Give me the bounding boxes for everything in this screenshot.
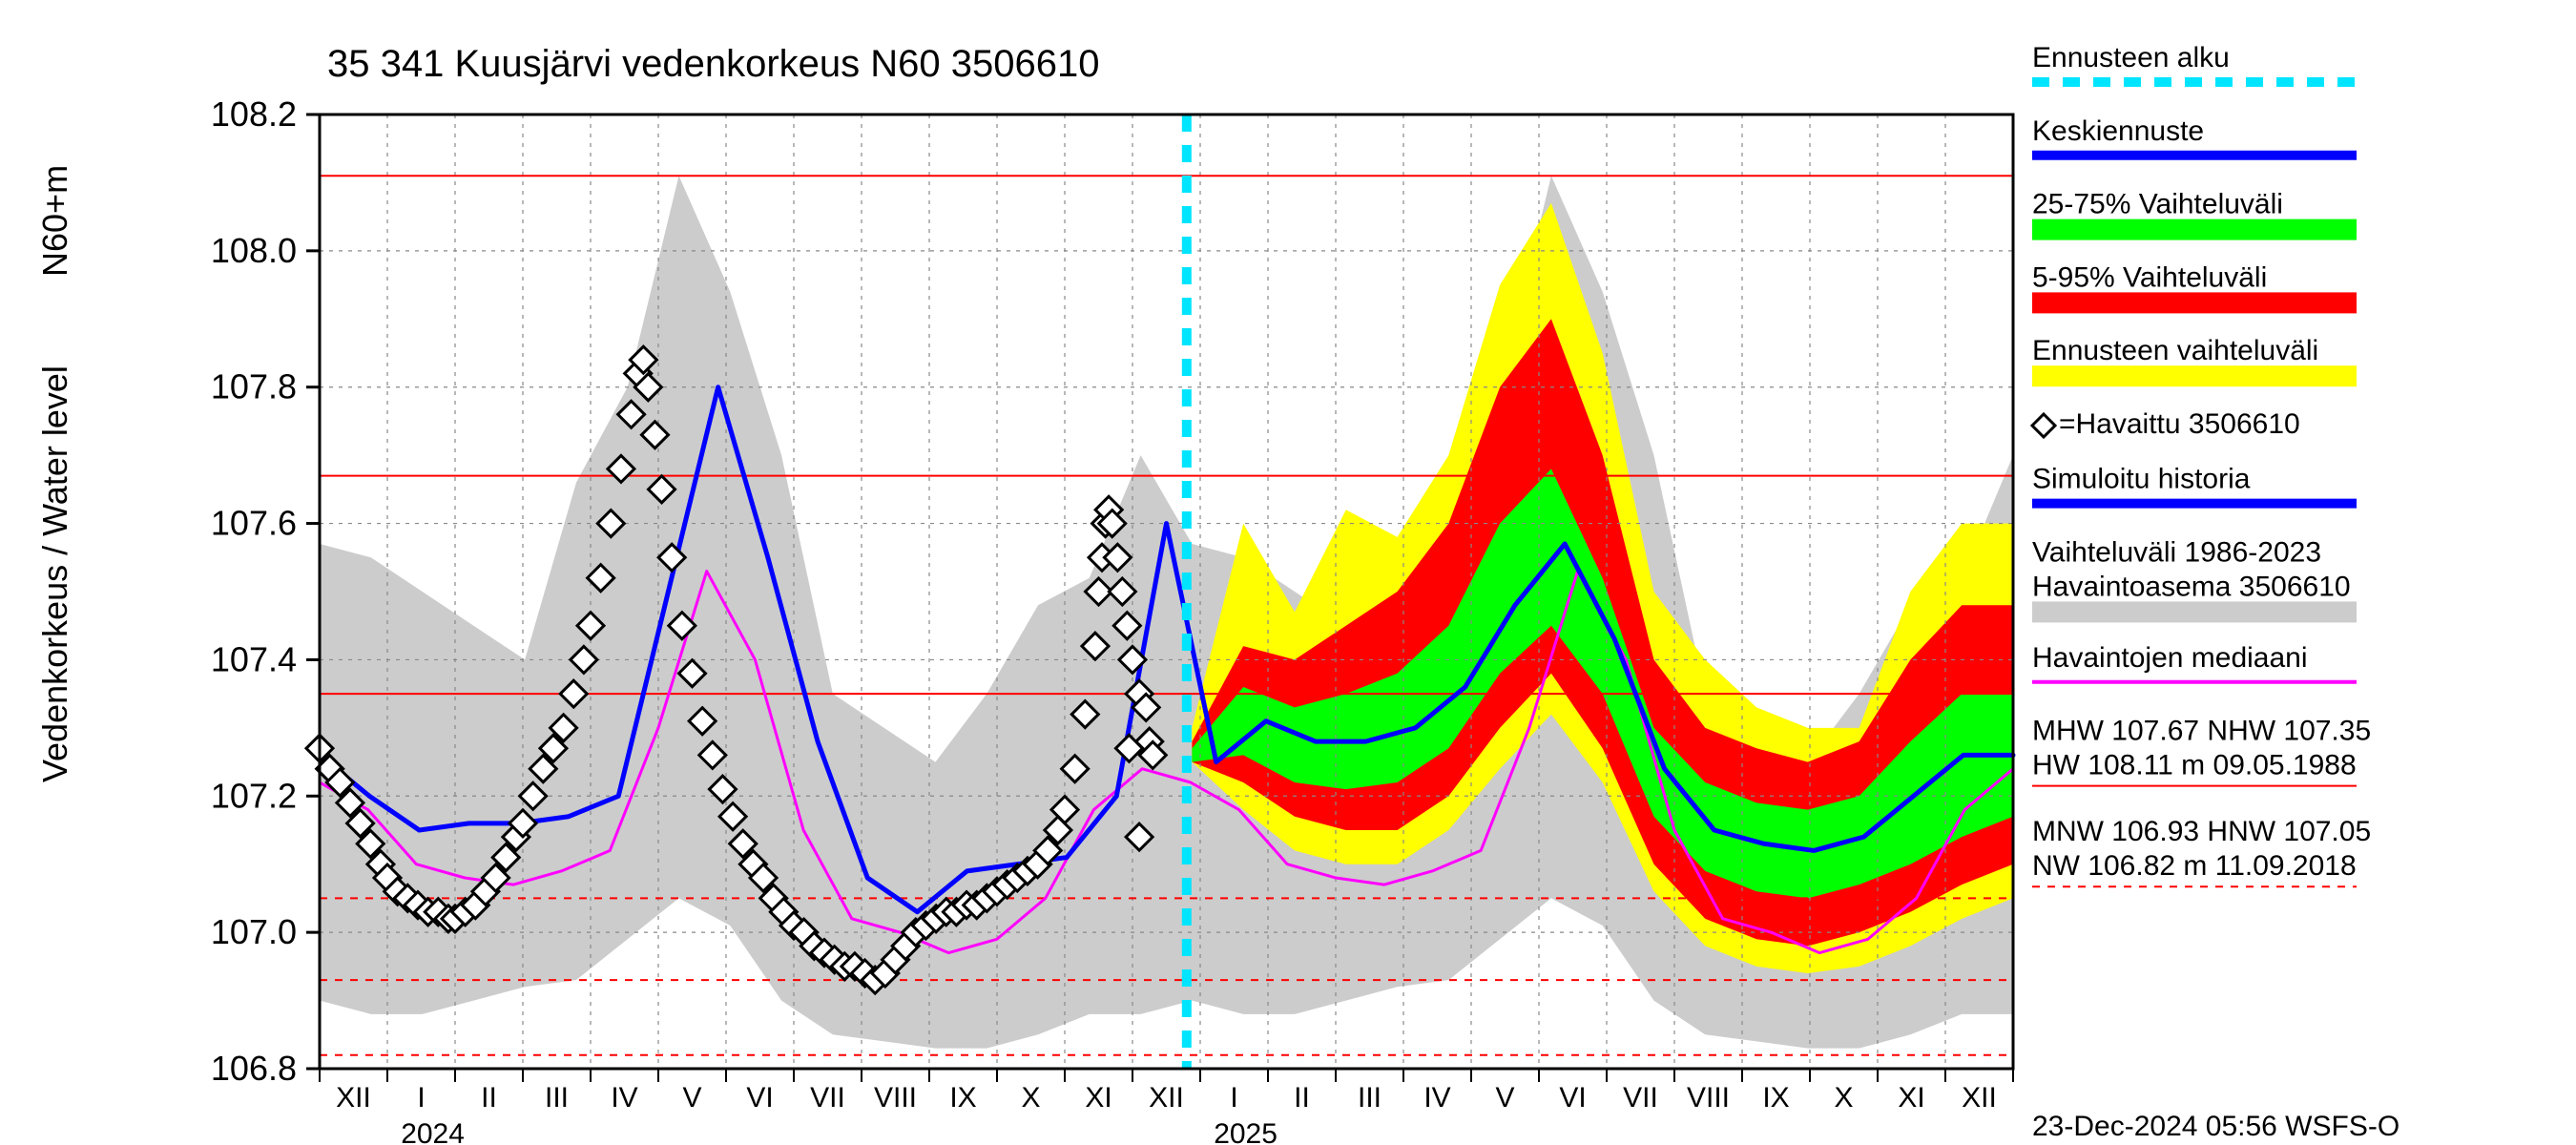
x-tick-label: IV	[1423, 1082, 1450, 1114]
x-tick-label: X	[1021, 1082, 1040, 1114]
x-tick-label: VII	[810, 1082, 845, 1114]
legend-swatch	[2032, 365, 2357, 386]
x-tick-label: IX	[949, 1082, 976, 1114]
legend-label: 5-95% Vaihteluväli	[2032, 261, 2267, 293]
legend-stat-label: MHW 107.67 NHW 107.35	[2032, 716, 2371, 747]
chart-title: 35 341 Kuusjärvi vedenkorkeus N60 350661…	[327, 43, 1099, 85]
x-tick-label: XI	[1898, 1082, 1924, 1114]
x-tick-label: V	[682, 1082, 701, 1114]
legend-label: Ennusteen vaihteluväli	[2032, 335, 2318, 366]
legend-swatch	[2032, 219, 2357, 240]
legend-swatch	[2032, 601, 2357, 622]
chart-svg: 106.8 107.0 107.2 107.4 107.6 107.8 108.0 108.2…	[0, 0, 2576, 1145]
x-tick-label: IV	[611, 1082, 637, 1114]
x-tick-label: XII	[336, 1082, 371, 1114]
x-tick-label: II	[481, 1082, 497, 1114]
footer-timestamp: 23-Dec-2024 05:56 WSFS-O	[2032, 1111, 2399, 1142]
y-axis-label: Vedenkorkeus / Water level	[35, 365, 74, 782]
x-tick-label: III	[545, 1082, 569, 1114]
x-tick-label: VI	[1559, 1082, 1586, 1114]
x-tick-label: X	[1834, 1082, 1853, 1114]
x-tick-label: V	[1495, 1082, 1514, 1114]
legend-label: Havaintoasema 3506610	[2032, 571, 2351, 602]
legend-label: Havaintojen mediaani	[2032, 642, 2308, 674]
y-tick-label: 107.8	[211, 367, 297, 406]
x-tick-label: XII	[1149, 1082, 1184, 1114]
legend-label: 25-75% Vaihteluväli	[2032, 189, 2283, 220]
x-tick-label: VIII	[874, 1082, 917, 1114]
y-axis-label-group: Vedenkorkeus / Water level N60+m	[35, 165, 74, 782]
water-level-forecast-chart: 106.8 107.0 107.2 107.4 107.6 107.8 108.0 108.2…	[0, 0, 2576, 1145]
x-tick-label: XII	[1962, 1082, 1997, 1114]
legend-stat-label: MNW 106.93 HNW 107.05	[2032, 816, 2371, 847]
x-tick-label: III	[1358, 1082, 1381, 1114]
x-year-label: 2025	[1214, 1118, 1278, 1145]
x-tick-label: II	[1294, 1082, 1310, 1114]
y-tick-label: 107.6	[211, 504, 297, 543]
legend-label: Keskiennuste	[2032, 115, 2204, 147]
legend-stat-label: HW 108.11 m 09.05.1988	[2032, 750, 2357, 781]
y-axis-unit: N60+m	[35, 165, 74, 277]
x-tick-label: XI	[1085, 1082, 1111, 1114]
x-year-label: 2024	[401, 1118, 465, 1145]
x-tick-label: VII	[1623, 1082, 1658, 1114]
y-tick-label: 106.8	[211, 1049, 297, 1088]
legend-diamond-icon	[2032, 414, 2055, 437]
legend-label: Ennusteen alku	[2032, 42, 2230, 73]
y-tick-label: 107.2	[211, 776, 297, 815]
y-tick-label: 107.0	[211, 912, 297, 951]
x-tick-label: VIII	[1687, 1082, 1730, 1114]
legend-label: =Havaittu 3506610	[2059, 408, 2300, 440]
legend-label: Simuloitu historia	[2032, 464, 2251, 495]
legend-stat-label: NW 106.82 m 11.09.2018	[2032, 850, 2357, 882]
x-tick-label: I	[417, 1082, 425, 1114]
y-tick-label: 107.4	[211, 639, 297, 678]
y-tick-label: 108.2	[211, 94, 297, 134]
x-tick-label: I	[1230, 1082, 1237, 1114]
x-tick-label: VI	[746, 1082, 773, 1114]
legend-swatch	[2032, 292, 2357, 313]
y-tick-label: 108.0	[211, 231, 297, 270]
x-tick-label: IX	[1762, 1082, 1789, 1114]
legend-label: Vaihteluväli 1986-2023	[2032, 536, 2321, 568]
